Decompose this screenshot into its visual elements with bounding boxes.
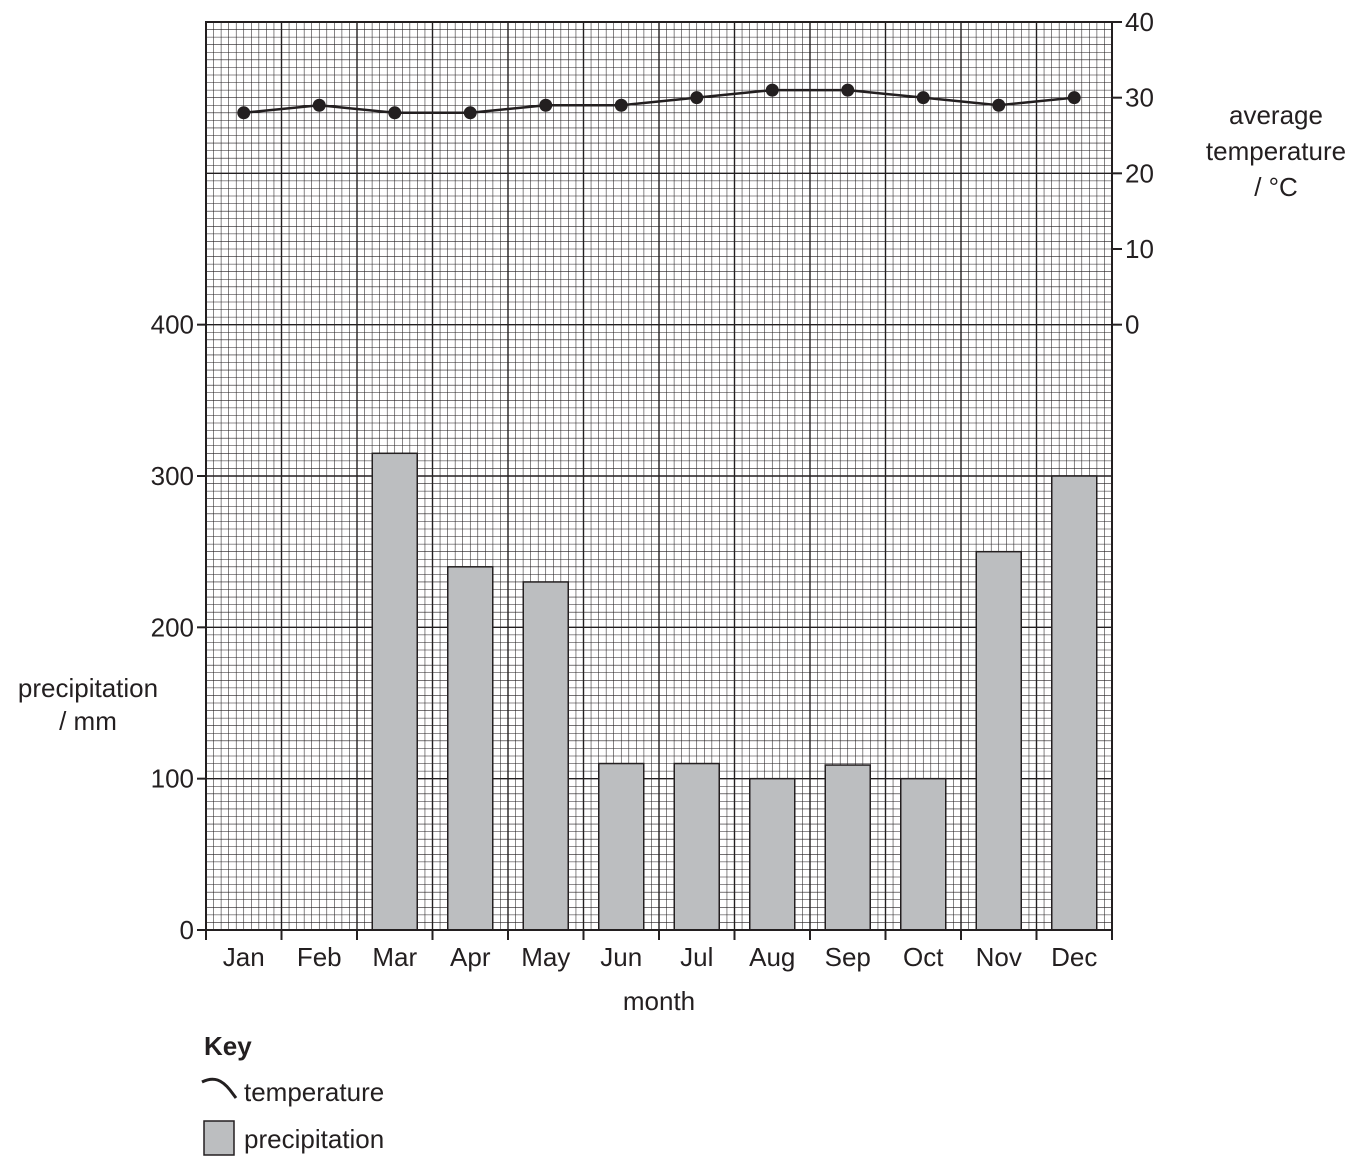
legend-title: Key — [204, 1031, 252, 1061]
axis-ticks — [197, 21, 1122, 940]
x-axis-tick-label-dec: Dec — [1051, 942, 1097, 972]
x-axis-tick-label-nov: Nov — [976, 942, 1022, 972]
right-axis-title-line2: temperature — [1206, 136, 1346, 166]
x-axis-tick-label-may: May — [521, 942, 570, 972]
temperature-point-sep — [841, 83, 855, 97]
legend-precipitation-label: precipitation — [244, 1124, 384, 1154]
x-axis-tick-label-mar: Mar — [372, 942, 417, 972]
x-axis-tick-label-apr: Apr — [450, 942, 491, 972]
precipitation-bars — [371, 452, 1098, 931]
left-axis-title-line2: / mm — [59, 706, 117, 736]
x-axis-tick-label-jun: Jun — [600, 942, 642, 972]
legend: Key temperature precipitation — [201, 1031, 384, 1156]
axis-labels: 0 100 200 300 400 0 10 20 30 40 Jan Feb Mar Apr May Jun… — [151, 7, 1154, 972]
x-axis-tick-label-aug: Aug — [749, 942, 795, 972]
right-axis-tick-label: 0 — [1125, 310, 1139, 340]
precipitation-bar-apr — [447, 566, 494, 931]
legend-line-swatch — [201, 1077, 238, 1099]
temperature-point-aug — [765, 83, 779, 97]
x-axis-title: month — [623, 986, 695, 1016]
x-axis-tick-label-feb: Feb — [297, 942, 342, 972]
precipitation-bar-sep — [824, 764, 871, 931]
temperature-point-dec — [1067, 91, 1081, 105]
left-axis-tick-label: 400 — [151, 310, 194, 340]
temperature-point-jun — [614, 98, 628, 112]
x-axis-tick-label-sep: Sep — [825, 942, 871, 972]
temperature-point-jan — [237, 106, 251, 120]
right-axis-tick-label: 10 — [1125, 234, 1154, 264]
temperature-point-mar — [388, 106, 402, 120]
right-axis-tick-label: 40 — [1125, 7, 1154, 37]
left-axis-tick-label: 0 — [180, 915, 194, 945]
left-axis-tick-label: 200 — [151, 612, 194, 642]
precipitation-bar-oct — [900, 777, 947, 931]
temperature-point-nov — [992, 98, 1006, 112]
precipitation-bar-jul — [673, 762, 720, 931]
temperature-point-apr — [463, 106, 477, 120]
right-axis-title-line1: average — [1229, 100, 1323, 130]
precipitation-bar-jun — [598, 762, 645, 931]
temperature-point-jul — [690, 91, 704, 105]
x-axis-tick-label-jul: Jul — [680, 942, 713, 972]
precipitation-bar-nov — [975, 550, 1022, 931]
left-axis-tick-label: 100 — [151, 764, 194, 794]
left-axis-tick-label: 300 — [151, 461, 194, 491]
right-axis-tick-label: 20 — [1125, 158, 1154, 188]
precipitation-bar-aug — [749, 777, 796, 931]
temperature-point-feb — [312, 98, 326, 112]
right-axis-title-line3: / °C — [1254, 172, 1298, 202]
right-axis-tick-label: 30 — [1125, 83, 1154, 113]
precipitation-bar-may — [522, 581, 569, 931]
temperature-point-oct — [916, 91, 930, 105]
precipitation-bar-dec — [1051, 475, 1098, 931]
temperature-line — [237, 83, 1081, 120]
x-axis-tick-label-jan: Jan — [223, 942, 265, 972]
x-axis-tick-label-oct: Oct — [903, 942, 944, 972]
legend-temperature-label: temperature — [244, 1077, 384, 1107]
temperature-polyline — [243, 88, 1075, 115]
left-axis-title-line1: precipitation — [18, 673, 158, 703]
temperature-point-may — [539, 98, 553, 112]
precipitation-bar-mar — [371, 452, 418, 931]
legend-bar-swatch — [203, 1120, 235, 1156]
